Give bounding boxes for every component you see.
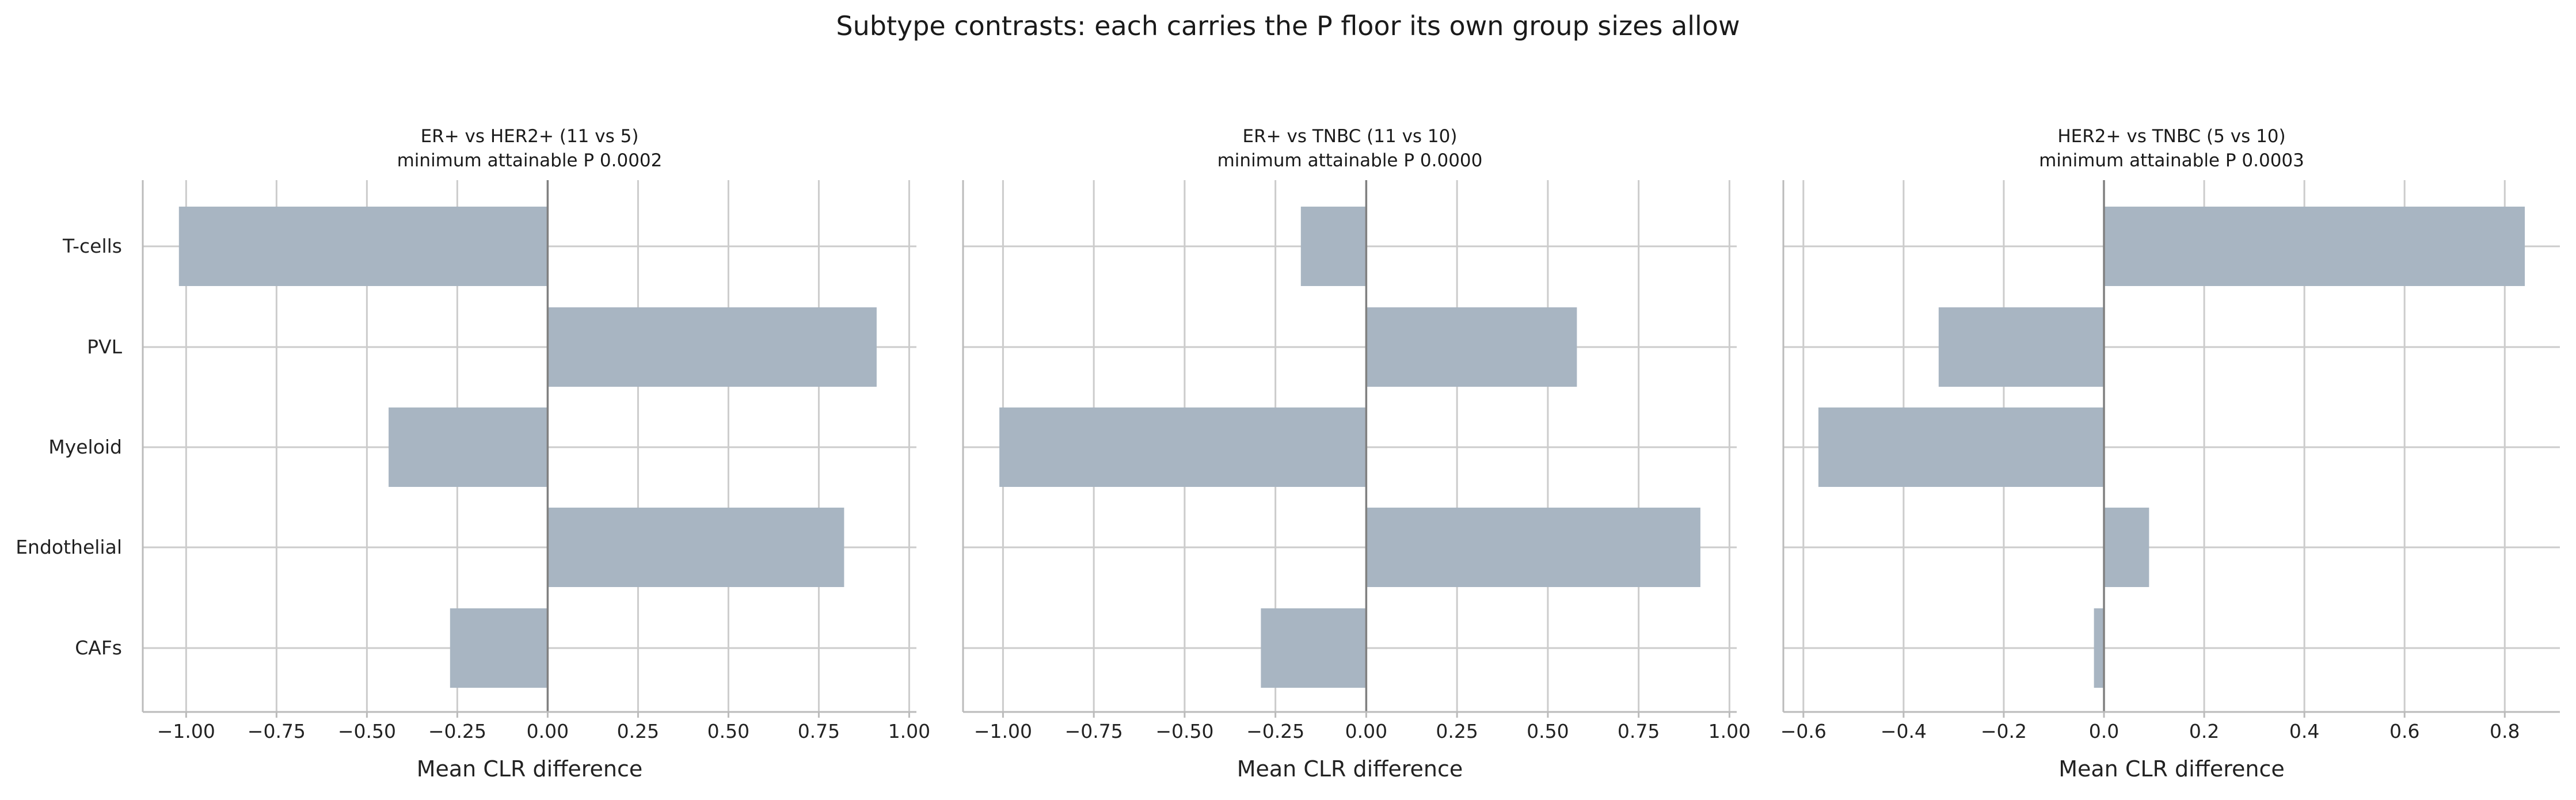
- bar-pvl: [547, 307, 877, 387]
- y-tick-label: CAFs: [75, 637, 122, 659]
- x-tick-label: 0.75: [1618, 720, 1660, 742]
- x-tick-label: −0.25: [428, 720, 486, 742]
- bar-myeloid: [999, 407, 1367, 487]
- x-tick-label: 0.0: [2089, 720, 2119, 742]
- y-tick-label: PVL: [87, 336, 122, 358]
- bar-cafs: [450, 608, 548, 688]
- x-axis-label: Mean CLR difference: [417, 756, 643, 782]
- y-tick-label: T-cells: [62, 235, 122, 257]
- bar-t-cells: [1300, 207, 1367, 286]
- panel-subtitle: minimum attainable P 0.0002: [397, 150, 663, 171]
- panel-title: ER+ vs HER2+ (11 vs 5): [421, 126, 639, 147]
- panel-title: HER2+ vs TNBC (5 vs 10): [2057, 126, 2285, 147]
- x-tick-label: 0.00: [1345, 720, 1387, 742]
- x-tick-label: 0.25: [1436, 720, 1478, 742]
- x-tick-label: 0.6: [2389, 720, 2419, 742]
- x-tick-label: −1.00: [974, 720, 1032, 742]
- x-tick-label: 0.00: [527, 720, 569, 742]
- x-tick-label: 0.4: [2289, 720, 2319, 742]
- x-tick-label: −0.75: [1065, 720, 1123, 742]
- bar-endothelial: [547, 508, 844, 587]
- x-tick-label: 0.25: [617, 720, 659, 742]
- x-tick-label: 0.75: [798, 720, 840, 742]
- bar-myeloid: [389, 407, 548, 487]
- figure-title: Subtype contrasts: each carries the P fl…: [836, 10, 1740, 41]
- bar-pvl: [1366, 307, 1577, 387]
- bar-t-cells: [178, 207, 548, 286]
- x-tick-label: 0.2: [2189, 720, 2219, 742]
- panel-title: ER+ vs TNBC (11 vs 10): [1243, 126, 1458, 147]
- x-axis-label: Mean CLR difference: [2058, 756, 2285, 782]
- x-tick-label: −0.75: [248, 720, 306, 742]
- x-axis-label: Mean CLR difference: [1237, 756, 1463, 782]
- x-tick-label: −0.25: [1246, 720, 1304, 742]
- bar-t-cells: [2104, 207, 2525, 286]
- y-tick-label: Myeloid: [48, 436, 122, 458]
- x-tick-label: −0.50: [338, 720, 396, 742]
- panel-subtitle: minimum attainable P 0.0003: [2039, 150, 2304, 171]
- bar-myeloid: [1818, 407, 2105, 487]
- y-tick-label: Endothelial: [16, 536, 122, 558]
- x-tick-label: −0.50: [1155, 720, 1213, 742]
- x-tick-label: 1.00: [888, 720, 930, 742]
- panel-subtitle: minimum attainable P 0.0000: [1217, 150, 1483, 171]
- bar-pvl: [1938, 307, 2105, 387]
- x-tick-label: −0.2: [1981, 720, 2027, 742]
- x-tick-label: −0.6: [1780, 720, 1827, 742]
- bar-cafs: [1261, 608, 1367, 688]
- x-tick-label: 0.50: [1527, 720, 1569, 742]
- bar-endothelial: [1366, 508, 1700, 587]
- x-tick-label: −0.4: [1881, 720, 1927, 742]
- bar-cafs: [2094, 608, 2105, 688]
- x-tick-label: 0.50: [707, 720, 749, 742]
- x-tick-label: −1.00: [157, 720, 215, 742]
- x-tick-label: 1.00: [1709, 720, 1751, 742]
- bar-endothelial: [2104, 508, 2149, 587]
- x-tick-label: 0.8: [2490, 720, 2520, 742]
